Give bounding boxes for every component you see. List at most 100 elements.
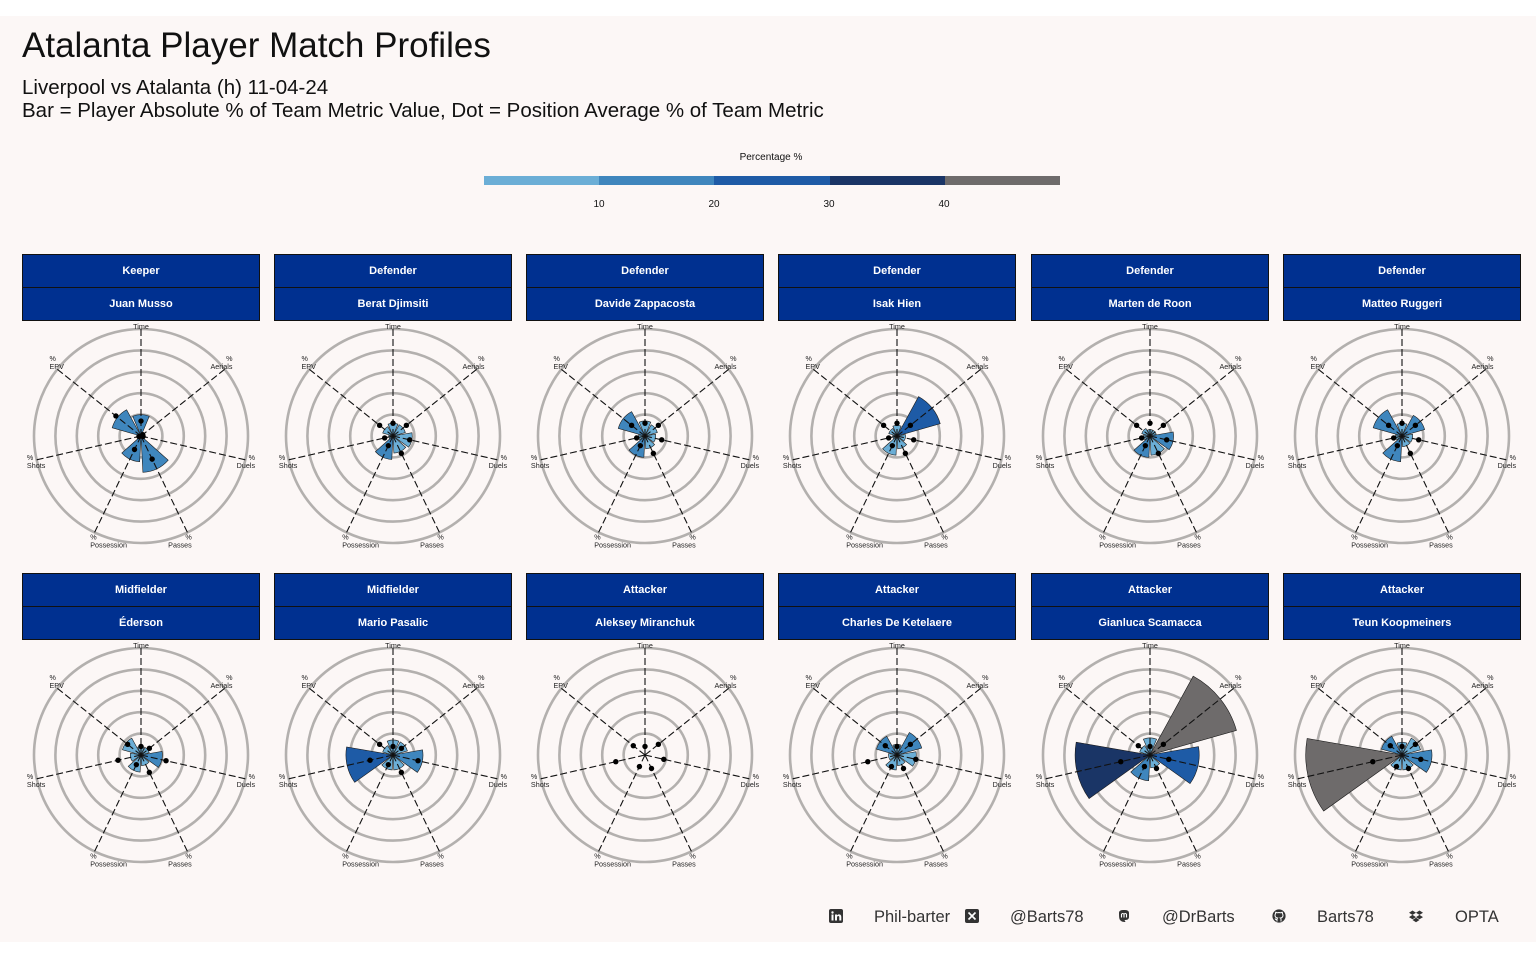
- facet-player-name-strip: Isak Hien: [778, 287, 1016, 321]
- facet-player-name-strip: Juan Musso: [22, 287, 260, 321]
- facet-player-name-strip: Charles De Ketelaere: [778, 606, 1016, 640]
- position-average-dot: [1399, 743, 1405, 750]
- position-average-dot: [124, 741, 131, 748]
- axis-spoke: [93, 754, 142, 854]
- position-average-dot: [888, 763, 895, 770]
- metric-bar: [1149, 746, 1200, 785]
- axis-label: % Passes: [420, 851, 444, 868]
- axis-spoke: [34, 754, 142, 780]
- axis-label: % Passes: [168, 532, 192, 549]
- grid-ring: [284, 646, 502, 864]
- position-average-dot: [163, 758, 169, 764]
- axis-label: % Shots: [531, 772, 550, 789]
- axis-spoke: [140, 367, 227, 437]
- axis-spoke: [1149, 754, 1257, 780]
- axis-label: % Aerials: [966, 354, 989, 371]
- radar-chart: % OnBallTime %Aerials %Duels %Passes %Posses…: [279, 641, 508, 868]
- position-average-dot: [1142, 442, 1149, 449]
- axis-spoke: [392, 367, 479, 437]
- axis-spoke: [849, 435, 898, 535]
- footer-github-handle: Barts78: [1317, 908, 1374, 926]
- axis-spoke: [1102, 435, 1151, 535]
- axis-spoke: [1149, 435, 1257, 461]
- axis-label: % OnBallTime: [384, 322, 402, 331]
- position-average-dot: [1390, 435, 1397, 441]
- axis-label: % Duels: [237, 772, 256, 789]
- axis-label: % Duels: [993, 453, 1012, 470]
- axis-spoke: [644, 435, 752, 461]
- legend-segment: [599, 176, 715, 185]
- facet-position-strip: Defender: [1031, 254, 1269, 288]
- radar-chart: % OnBallTime %Aerials %Duels %Passes %Posses…: [1288, 641, 1517, 868]
- position-average-dot: [385, 442, 392, 449]
- position-average-dot: [655, 422, 662, 429]
- axis-spoke: [1316, 367, 1403, 437]
- axis-spoke: [644, 754, 752, 780]
- axis-label: % EPV: [50, 354, 65, 371]
- grid-ring: [788, 327, 1006, 545]
- grid-ring: [32, 646, 250, 864]
- facet-player-name-strip: Mario Pasalic: [274, 606, 512, 640]
- axis-spoke: [644, 754, 693, 854]
- axis-spoke: [1401, 754, 1450, 854]
- position-average-dot: [633, 435, 640, 441]
- position-average-dot: [1394, 442, 1401, 449]
- position-average-dot: [149, 456, 155, 462]
- position-average-dot: [642, 420, 648, 426]
- grid-ring: [536, 646, 754, 864]
- position-average-dot: [613, 758, 619, 765]
- axis-spoke: [1354, 435, 1403, 535]
- position-average-dot: [1407, 450, 1414, 457]
- axis-spoke: [93, 435, 142, 535]
- facet-position-strip: Attacker: [778, 573, 1016, 607]
- legend-segment: [944, 176, 1061, 185]
- axis-label: % OnBallTime: [1141, 641, 1159, 650]
- facet-position-strip: Midfielder: [22, 573, 260, 607]
- chart-subtitle-explainer: Bar = Player Absolute % of Team Metric V…: [22, 99, 824, 122]
- axis-spoke: [896, 686, 983, 756]
- axis-spoke: [1043, 754, 1151, 780]
- grid-ring: [1293, 327, 1511, 545]
- position-average-dot: [138, 743, 144, 750]
- axis-spoke: [538, 754, 646, 780]
- axis-spoke: [790, 435, 898, 461]
- mastodon-icon: [1119, 910, 1129, 922]
- position-average-dot: [1166, 756, 1172, 762]
- position-average-dot: [1147, 743, 1153, 750]
- axis-label: % OnBallTime: [636, 322, 654, 331]
- position-average-dot: [398, 745, 405, 752]
- position-average-dot: [882, 742, 888, 749]
- metric-bar: [1149, 675, 1237, 756]
- axis-label: % EPV: [1311, 673, 1326, 690]
- axis-spoke: [1316, 686, 1403, 756]
- axis-label: % Duels: [1498, 772, 1517, 789]
- facet-position-strip: Defender: [778, 254, 1016, 288]
- legend-tick-label: 40: [938, 199, 950, 210]
- metric-bar: [392, 749, 424, 773]
- axis-spoke: [597, 754, 646, 854]
- axis-label: % Possession: [342, 851, 379, 868]
- axis-spoke: [896, 435, 945, 535]
- position-average-dot: [900, 765, 907, 772]
- position-average-dot: [1160, 422, 1167, 429]
- facet-position-strip: Keeper: [22, 254, 260, 288]
- axis-label: % OnBallTime: [888, 641, 906, 650]
- position-average-dot: [146, 769, 153, 776]
- position-average-dot: [658, 437, 665, 443]
- radar-chart: % OnBallTime %Aerials %Duels %Passes %Posses…: [279, 322, 508, 549]
- grid-ring: [32, 327, 250, 545]
- axis-spoke: [790, 754, 898, 780]
- axis-label: % Shots: [1288, 772, 1307, 789]
- position-average-dot: [1153, 765, 1160, 772]
- axis-label: % Aerials: [1219, 673, 1242, 690]
- axis-spoke: [55, 367, 142, 437]
- axis-label: % Passes: [1429, 532, 1453, 549]
- facet-player-name-strip: Marten de Roon: [1031, 287, 1269, 321]
- footer-data-source: OPTA: [1455, 908, 1499, 926]
- position-average-dot: [1133, 422, 1140, 429]
